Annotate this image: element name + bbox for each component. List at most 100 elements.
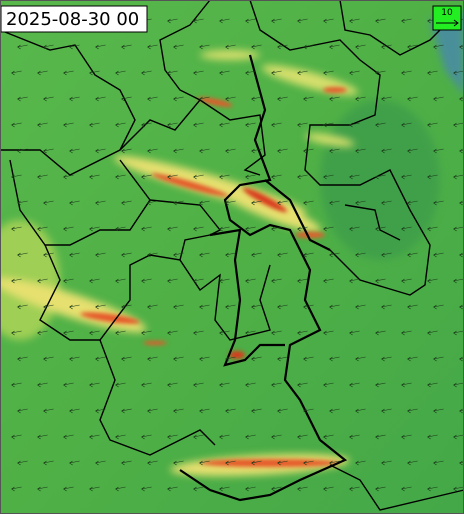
wind-arrow: [427, 226, 438, 232]
wind-arrow: [401, 174, 412, 180]
wind-arrow: [63, 122, 74, 128]
wind-arrow: [459, 96, 464, 102]
wind-arrow: [219, 330, 230, 336]
wind-arrow: [245, 278, 256, 284]
wind-arrow: [375, 330, 386, 336]
wind-arrow: [329, 148, 340, 154]
wind-arrows: [11, 18, 464, 492]
wind-arrow: [199, 460, 210, 466]
wind-arrow: [433, 44, 444, 50]
wind-arrow: [349, 330, 360, 336]
wind-arrow: [69, 96, 80, 102]
wind-arrow: [251, 200, 262, 206]
wind-arrow: [277, 304, 288, 310]
wind-arrow: [121, 200, 132, 206]
wind-arrow: [173, 44, 184, 50]
wind-arrow: [303, 304, 314, 310]
legend-arrow-head: [453, 19, 459, 27]
wind-arrow: [407, 200, 418, 206]
wind-arrow: [349, 278, 360, 284]
wind-arrow: [245, 174, 256, 180]
border: [344, 204, 401, 241]
wind-arrow: [303, 148, 314, 154]
wind-arrow: [427, 122, 438, 128]
wind-arrow: [459, 44, 464, 50]
wind-arrow: [147, 96, 158, 102]
wind-arrow: [173, 356, 184, 362]
wind-arrow: [297, 70, 308, 76]
wind-arrow: [427, 434, 438, 440]
wind-arrow: [225, 304, 236, 310]
wind-arrow: [251, 44, 262, 50]
wind-arrow: [401, 18, 412, 24]
wind-arrow: [141, 70, 152, 76]
core: [151, 173, 229, 197]
wind-arrow: [245, 434, 256, 440]
border: [329, 464, 464, 511]
wind-arrow: [225, 148, 236, 154]
wind-arrow: [277, 148, 288, 154]
wind-arrow: [199, 44, 210, 50]
wind-arrow: [173, 304, 184, 310]
wind-arrow: [95, 96, 106, 102]
wind-arrow: [173, 460, 184, 466]
wind-arrow: [225, 44, 236, 50]
wind-arrow: [401, 382, 412, 388]
wind-arrow: [173, 96, 184, 102]
wind-arrow: [193, 174, 204, 180]
wind-arrow: [277, 96, 288, 102]
wind-arrow: [349, 434, 360, 440]
streak: [218, 187, 322, 233]
wind-arrow: [427, 70, 438, 76]
wind-arrow: [303, 460, 314, 466]
wind-arrow: [199, 200, 210, 206]
wind-arrow: [225, 252, 236, 258]
wind-arrow: [37, 278, 48, 284]
wind-arrow: [329, 96, 340, 102]
wind-arrow: [121, 408, 132, 414]
wind-arrow: [427, 330, 438, 336]
wind-arrow: [17, 460, 28, 466]
wind-arrow: [251, 96, 262, 102]
wind-arrow: [141, 486, 152, 492]
wind-arrow: [115, 122, 126, 128]
wind-arrow: [297, 434, 308, 440]
wind-arrow: [375, 486, 386, 492]
streak: [305, 133, 355, 147]
wind-arrow: [63, 382, 74, 388]
wind-arrow: [323, 18, 334, 24]
wind-arrow: [407, 460, 418, 466]
wind-arrow: [407, 304, 418, 310]
wind-arrow: [115, 226, 126, 232]
wind-arrow: [303, 96, 314, 102]
wind-arrow: [355, 356, 366, 362]
wind-arrow: [225, 96, 236, 102]
wind-arrow: [459, 460, 464, 466]
wind-arrow: [245, 122, 256, 128]
wind-arrow: [355, 44, 366, 50]
wind-arrow: [355, 148, 366, 154]
wind-arrow: [219, 486, 230, 492]
wind-arrow: [199, 408, 210, 414]
wind-arrow: [17, 44, 28, 50]
wind-arrow: [63, 486, 74, 492]
wind-arrow: [219, 382, 230, 388]
wind-arrow: [115, 330, 126, 336]
wind-arrow: [329, 44, 340, 50]
wind-arrow: [427, 382, 438, 388]
wind-arrow: [167, 382, 178, 388]
wind-arrow: [173, 148, 184, 154]
wind-arrow: [95, 44, 106, 50]
wind-arrow: [43, 460, 54, 466]
wind-arrow: [17, 200, 28, 206]
wind-arrow: [459, 304, 464, 310]
wind-arrow: [245, 486, 256, 492]
wind-arrow: [323, 382, 334, 388]
wind-arrow: [375, 18, 386, 24]
wind-arrow: [69, 44, 80, 50]
wind-arrow: [375, 382, 386, 388]
wind-arrow: [401, 70, 412, 76]
wind-arrow: [141, 434, 152, 440]
